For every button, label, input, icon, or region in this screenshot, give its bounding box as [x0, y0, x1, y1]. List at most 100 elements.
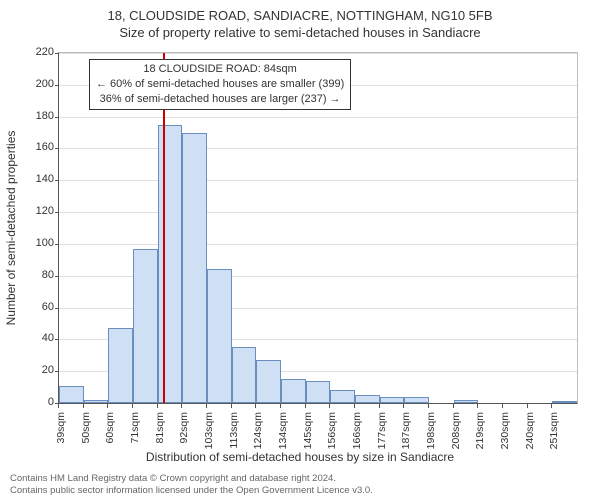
histogram-bar [207, 269, 232, 403]
x-tick-mark [181, 404, 182, 408]
x-tick-mark [231, 404, 232, 408]
x-tick-mark [428, 404, 429, 408]
x-tick-label: 134sqm [277, 412, 289, 449]
y-tick-mark [55, 180, 59, 181]
x-tick-label: 81sqm [154, 412, 166, 444]
y-tick-label: 220 [24, 46, 54, 58]
gridline-h [59, 244, 577, 245]
x-tick-mark [280, 404, 281, 408]
x-tick-mark [83, 404, 84, 408]
y-tick-label: 40 [24, 332, 54, 344]
x-tick-label: 208sqm [450, 412, 462, 449]
annotation-box: 18 CLOUDSIDE ROAD: 84sqm ← 60% of semi-d… [89, 59, 351, 110]
plot-area: 18 CLOUDSIDE ROAD: 84sqm ← 60% of semi-d… [58, 52, 578, 404]
y-tick-mark [55, 244, 59, 245]
y-tick-mark [55, 276, 59, 277]
histogram-bar [182, 133, 207, 403]
histogram-bar [306, 381, 331, 403]
x-tick-mark [305, 404, 306, 408]
x-axis-label: Distribution of semi-detached houses by … [0, 450, 600, 464]
y-tick-label: 140 [24, 173, 54, 185]
histogram-bar [404, 397, 429, 403]
histogram-bar [355, 395, 380, 403]
x-tick-label: 124sqm [252, 412, 264, 449]
x-tick-label: 60sqm [104, 412, 116, 444]
histogram-bar [133, 249, 158, 403]
annotation-line2: ← 60% of semi-detached houses are smalle… [96, 77, 344, 92]
chart-container: 18, CLOUDSIDE ROAD, SANDIACRE, NOTTINGHA… [0, 0, 600, 500]
x-tick-label: 166sqm [351, 412, 363, 449]
footer-attribution: Contains HM Land Registry data © Crown c… [10, 473, 373, 496]
x-tick-mark [157, 404, 158, 408]
x-tick-label: 177sqm [376, 412, 388, 449]
y-tick-label: 20 [24, 364, 54, 376]
y-tick-container: 020406080100120140160180200220 [24, 52, 58, 404]
y-tick-label: 120 [24, 205, 54, 217]
gridline-h [59, 117, 577, 118]
x-tick-label: 230sqm [499, 412, 511, 449]
y-tick-label: 200 [24, 78, 54, 90]
y-tick-label: 100 [24, 237, 54, 249]
y-tick-mark [55, 212, 59, 213]
x-tick-label: 113sqm [228, 412, 240, 449]
x-tick-mark [329, 404, 330, 408]
histogram-bar [158, 125, 183, 403]
x-tick-mark [58, 404, 59, 408]
x-tick-mark [354, 404, 355, 408]
x-tick-label: 251sqm [548, 412, 560, 449]
histogram-bar [330, 390, 355, 403]
histogram-bar [256, 360, 281, 403]
x-tick-mark [132, 404, 133, 408]
x-tick-mark [403, 404, 404, 408]
x-tick-label: 92sqm [178, 412, 190, 444]
histogram-bar [454, 400, 479, 403]
x-tick-label: 50sqm [80, 412, 92, 444]
y-axis-label: Number of semi-detached properties [4, 131, 18, 326]
annotation-line3: 36% of semi-detached houses are larger (… [96, 92, 344, 107]
x-tick-mark [379, 404, 380, 408]
x-tick-mark [527, 404, 528, 408]
x-tick-label: 39sqm [55, 412, 67, 444]
gridline-h [59, 148, 577, 149]
x-tick-mark [477, 404, 478, 408]
x-tick-label: 187sqm [400, 412, 412, 449]
x-tick-label: 198sqm [425, 412, 437, 449]
y-tick-label: 160 [24, 141, 54, 153]
y-tick-mark [55, 308, 59, 309]
x-tick-mark [255, 404, 256, 408]
y-tick-mark [55, 148, 59, 149]
x-tick-label: 103sqm [203, 412, 215, 449]
histogram-bar [59, 386, 84, 404]
y-tick-label: 60 [24, 301, 54, 313]
x-tick-mark [206, 404, 207, 408]
y-tick-mark [55, 53, 59, 54]
x-tick-label: 145sqm [302, 412, 314, 449]
y-tick-label: 80 [24, 269, 54, 281]
gridline-h [59, 180, 577, 181]
y-tick-mark [55, 85, 59, 86]
annotation-line1: 18 CLOUDSIDE ROAD: 84sqm [96, 62, 344, 77]
histogram-bar [380, 397, 405, 403]
gridline-h [59, 212, 577, 213]
y-tick-mark [55, 371, 59, 372]
x-tick-label: 219sqm [474, 412, 486, 449]
y-tick-label: 0 [24, 396, 54, 408]
x-tick-label: 156sqm [326, 412, 338, 449]
y-tick-mark [55, 117, 59, 118]
y-tick-label: 180 [24, 110, 54, 122]
x-tick-label: 240sqm [524, 412, 536, 449]
histogram-bar [108, 328, 133, 403]
x-tick-mark [453, 404, 454, 408]
y-tick-mark [55, 339, 59, 340]
footer-line2: Contains public sector information licen… [10, 485, 373, 496]
histogram-bar [552, 401, 577, 403]
x-tick-mark [551, 404, 552, 408]
histogram-bar [281, 379, 306, 403]
chart-subtitle: Size of property relative to semi-detach… [0, 25, 600, 42]
histogram-bar [232, 347, 257, 403]
footer-line1: Contains HM Land Registry data © Crown c… [10, 473, 373, 484]
gridline-h [59, 53, 577, 54]
x-tick-mark [107, 404, 108, 408]
histogram-bar [84, 400, 109, 403]
x-tick-mark [502, 404, 503, 408]
